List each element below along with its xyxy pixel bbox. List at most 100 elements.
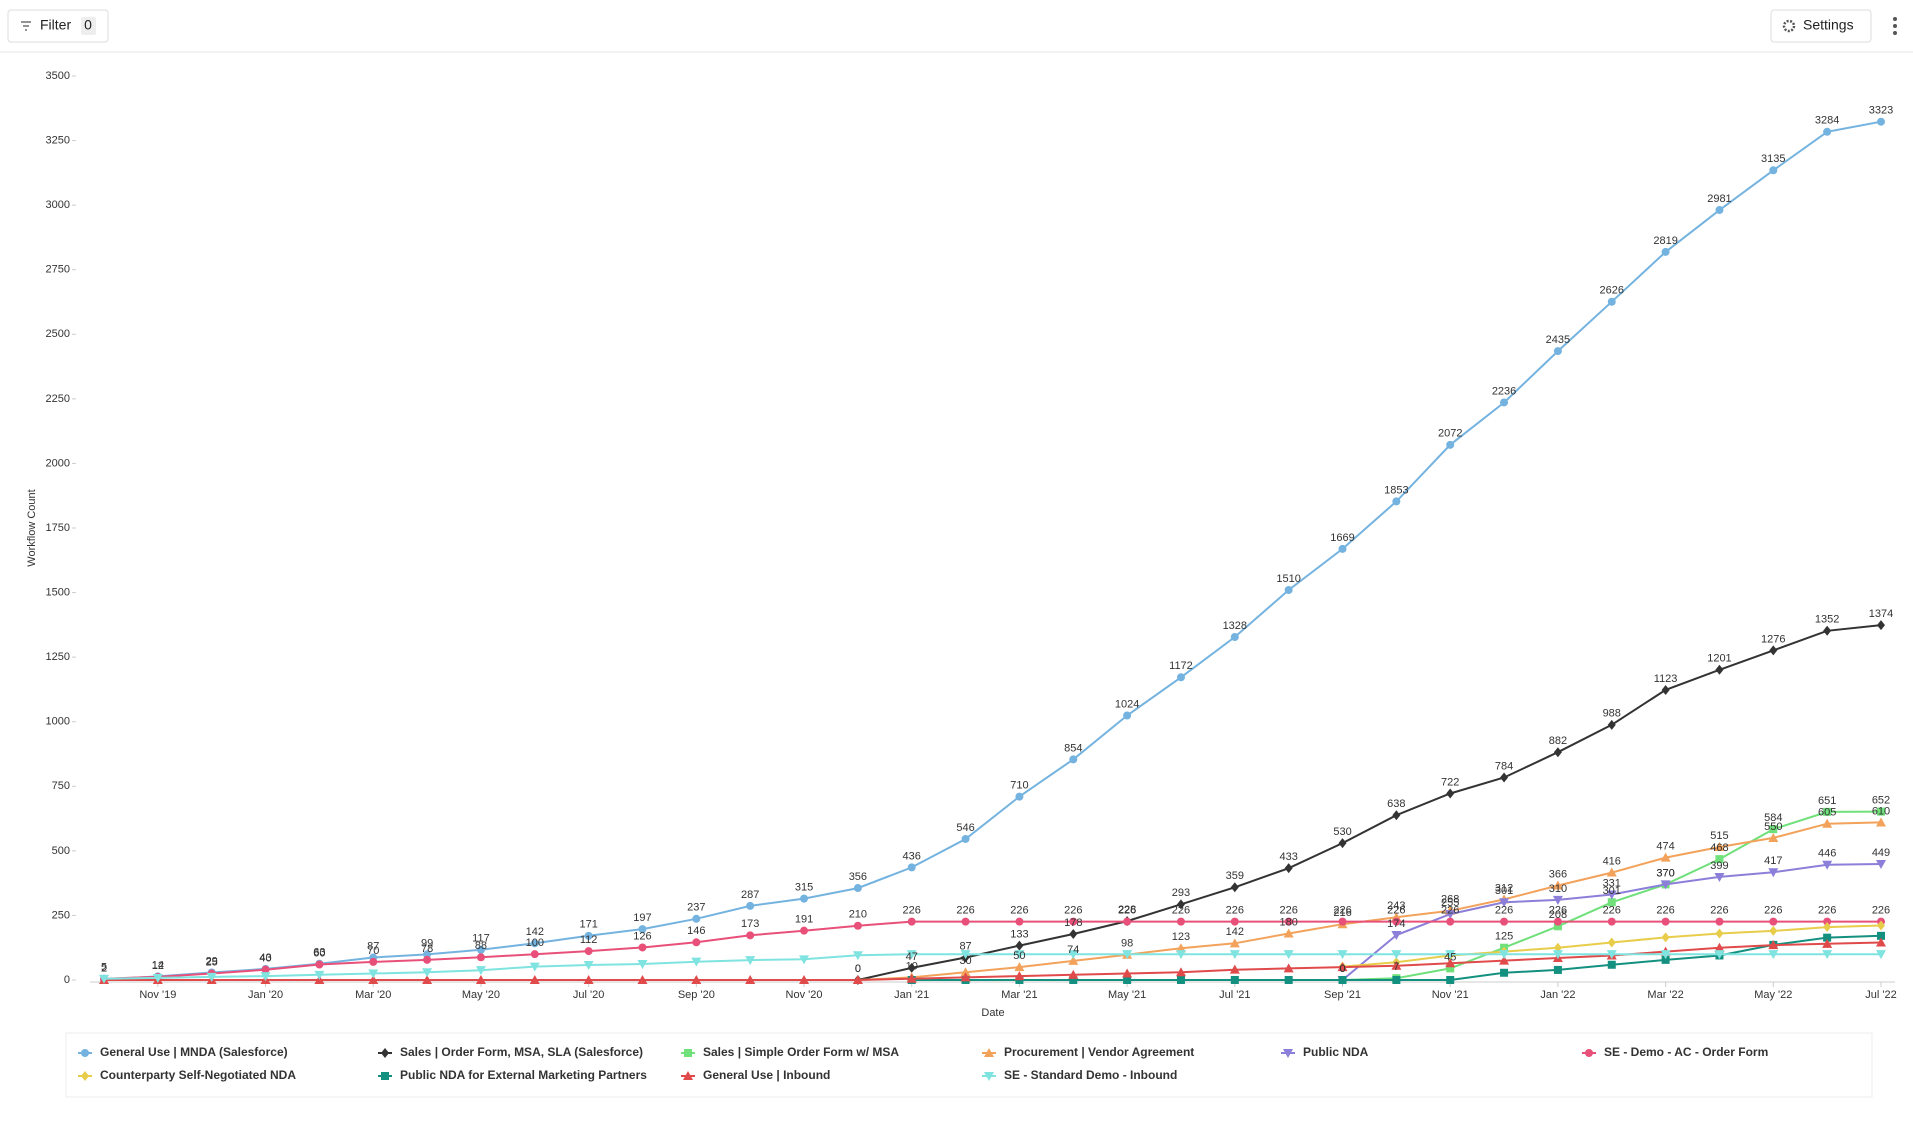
data-point — [1123, 976, 1132, 984]
y-tick-label: 2500 — [46, 328, 70, 340]
data-point — [1284, 585, 1293, 594]
data-label: 226 — [1279, 905, 1297, 917]
data-point — [906, 973, 917, 983]
data-point — [369, 957, 378, 966]
data-point — [1229, 964, 1240, 974]
data-point — [1877, 920, 1885, 931]
data-label: 3135 — [1761, 153, 1785, 165]
data-point — [1392, 810, 1401, 821]
legend-marker — [984, 1048, 994, 1057]
x-tick-label: Mar '21 — [1001, 989, 1037, 1001]
data-point — [1015, 917, 1024, 926]
data-point — [1123, 711, 1132, 720]
legend-marker — [683, 1071, 693, 1080]
data-point — [691, 975, 702, 984]
data-point — [1283, 950, 1294, 960]
y-tick-label: 250 — [52, 909, 70, 921]
data-point — [1284, 863, 1293, 874]
data-point — [1715, 206, 1724, 215]
data-point — [1661, 917, 1670, 926]
data-point — [1446, 964, 1455, 973]
data-label: 988 — [1603, 708, 1621, 720]
data-point — [1606, 890, 1617, 900]
settings-button[interactable] — [1770, 9, 1872, 43]
series-line — [103, 920, 1881, 980]
data-label: 710 — [1010, 780, 1028, 792]
data-label: 117 — [472, 933, 490, 945]
data-label: 2072 — [1438, 428, 1462, 440]
data-label: 315 — [795, 882, 813, 894]
data-label: 370 — [1656, 867, 1674, 879]
data-label: 228 — [1118, 904, 1136, 916]
data-point — [1715, 664, 1724, 675]
data-point — [1769, 925, 1778, 936]
data-label: 14 — [152, 959, 164, 971]
data-point — [1823, 933, 1832, 942]
data-point — [1768, 868, 1779, 878]
data-point — [1176, 673, 1185, 682]
data-label: 226 — [1656, 905, 1674, 917]
data-point — [1229, 938, 1240, 948]
data-point — [261, 965, 270, 974]
data-label: 63 — [313, 947, 325, 959]
data-label: 1328 — [1223, 620, 1247, 632]
data-point — [1714, 950, 1725, 960]
data-point — [1229, 950, 1240, 960]
data-point — [961, 917, 970, 926]
data-label: 226 — [1387, 905, 1405, 917]
data-point — [1176, 899, 1185, 910]
data-point — [475, 975, 486, 984]
data-label: 112 — [580, 934, 598, 946]
data-label: 433 — [1279, 851, 1297, 863]
data-point — [1877, 620, 1885, 631]
data-label: 1276 — [1761, 633, 1785, 645]
data-point — [1822, 818, 1833, 828]
data-point — [1660, 852, 1671, 862]
data-label: 45 — [1444, 951, 1456, 963]
data-point — [692, 938, 701, 947]
data-point — [1552, 950, 1563, 960]
data-label: 87 — [367, 940, 379, 952]
more-menu[interactable] — [1893, 17, 1897, 35]
data-point — [1769, 825, 1778, 834]
data-label: 3323 — [1869, 105, 1893, 117]
data-label: 178 — [1064, 917, 1082, 929]
data-point — [260, 972, 271, 982]
data-label: 237 — [687, 902, 705, 914]
data-point — [1660, 950, 1671, 960]
data-label: 12 — [152, 960, 164, 972]
legend-box — [65, 1032, 1873, 1098]
data-label: 366 — [1549, 868, 1567, 880]
data-point — [315, 960, 324, 969]
data-point — [368, 975, 379, 984]
legend-label: Public NDA for External Marketing Partne… — [400, 1068, 647, 1082]
data-label: 5 — [101, 962, 107, 974]
data-point — [1176, 976, 1185, 984]
data-point — [1069, 976, 1078, 984]
data-point — [1500, 968, 1509, 977]
data-point — [1446, 440, 1455, 449]
data-label: 1669 — [1330, 532, 1354, 544]
data-point — [1715, 928, 1724, 939]
data-point — [1661, 932, 1670, 943]
data-point — [1069, 929, 1078, 940]
y-tick-label: 0 — [64, 974, 70, 986]
x-tick-label: Mar '22 — [1647, 989, 1683, 1001]
data-label: 180 — [1279, 916, 1297, 928]
data-label: 268 — [1441, 894, 1459, 906]
data-label: 99 — [421, 937, 433, 949]
data-point — [800, 894, 809, 903]
filter-badge — [81, 17, 96, 35]
data-point — [1015, 792, 1024, 801]
data-label: 226 — [1172, 905, 1190, 917]
data-point — [475, 966, 486, 976]
data-label: 142 — [526, 926, 544, 938]
data-point — [800, 926, 809, 935]
data-point — [1823, 917, 1832, 926]
data-label: 0 — [1339, 963, 1345, 975]
data-point — [853, 921, 862, 930]
data-point — [1715, 917, 1724, 926]
data-point — [152, 973, 163, 983]
data-label: 2981 — [1707, 193, 1731, 205]
data-point — [1823, 625, 1832, 636]
